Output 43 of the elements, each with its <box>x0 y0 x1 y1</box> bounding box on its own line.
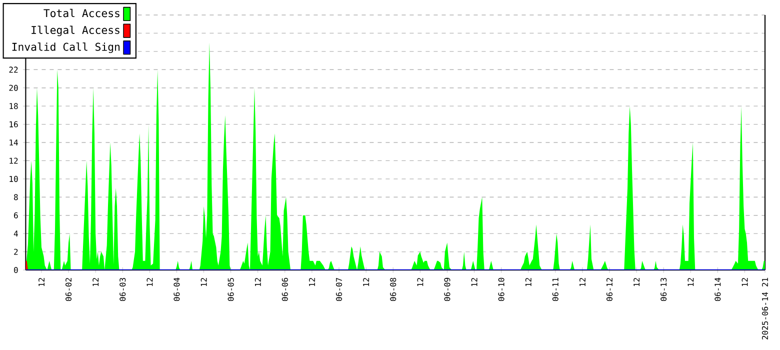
y-tick-label: 22 <box>9 66 18 73</box>
y-tick-label: 2 <box>14 248 18 255</box>
x-tick-label: 06-04 <box>174 278 180 301</box>
x-tick-label: 06-07 <box>336 278 342 301</box>
y-tick-label: 4 <box>14 230 18 236</box>
x-tick-label: 12 <box>742 278 748 286</box>
legend-label: Illegal Access <box>32 26 120 36</box>
y-tick-label: 8 <box>14 194 18 200</box>
x-tick-label: 06-03 <box>120 278 126 301</box>
y-tick-label: 16 <box>10 121 18 128</box>
x-tick-label: 06-05 <box>228 278 234 301</box>
x-tick-label: 2025-06-14 21 <box>762 278 768 340</box>
x-tick-label: 06-06 <box>282 278 288 301</box>
y-tick-label: 10 <box>10 176 18 182</box>
x-tick-label: 12 <box>688 278 694 286</box>
x-tick-label: 12 <box>579 278 586 286</box>
x-tick-label: 12 <box>417 278 424 286</box>
x-tick-label: 06-02 <box>66 278 72 301</box>
y-tick-label: 14 <box>10 140 18 146</box>
y-tick-label: 0 <box>14 266 18 274</box>
x-tick-label: 06-10 <box>498 278 504 301</box>
x-tick-label: 06-14 <box>714 278 721 301</box>
y-tick-label: 18 <box>10 103 18 110</box>
x-tick-label: 12 <box>634 278 640 286</box>
x-tick-label: 06-11 <box>552 278 558 301</box>
x-tick-label: 06-08 <box>390 278 396 301</box>
x-tick-label: 12 <box>92 278 99 286</box>
y-tick-label: 6 <box>14 212 18 218</box>
x-tick-label: 06-12 <box>606 278 613 301</box>
x-tick-label: 12 <box>525 278 532 286</box>
legend-label: Invalid Call Sign <box>12 42 120 53</box>
y-tick-label: 12 <box>10 158 18 164</box>
x-tick-label: 12 <box>146 278 153 286</box>
x-tick-label: 12 <box>254 278 261 286</box>
y-tick-label: 20 <box>9 84 18 91</box>
x-tick-label: 12 <box>308 278 315 286</box>
x-tick-label: 06-13 <box>660 278 667 301</box>
x-tick-label: 12 <box>200 278 207 286</box>
x-tick-label: 12 <box>471 278 478 286</box>
x-tick-label: 06-09 <box>444 278 450 301</box>
x-tick-label: 12 <box>363 278 370 286</box>
legend-label: Total Access <box>44 8 120 18</box>
x-tick-label: 12 <box>38 278 44 286</box>
